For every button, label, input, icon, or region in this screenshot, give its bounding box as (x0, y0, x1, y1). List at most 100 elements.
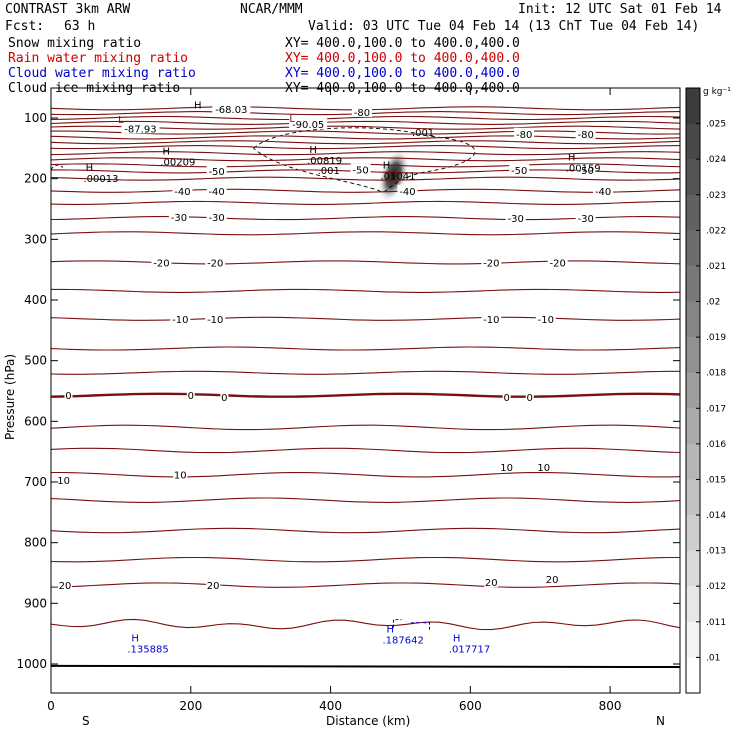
surface-line (51, 664, 680, 669)
colorbar-tick-label: .024 (706, 155, 726, 165)
contour-label: -68.03 (215, 105, 247, 116)
contour-label: -10 (207, 315, 223, 326)
temperature-contour-line (51, 527, 680, 534)
contour-label-bg (173, 468, 188, 480)
cloud-water-mark: H (386, 624, 394, 635)
colorbar-swatch (686, 372, 700, 409)
temperature-contour-line (51, 370, 680, 375)
field-xy-cloud-water: XY= 400.0,100.0 to 400.0,400.0 (285, 66, 520, 81)
colorbar-tick-label: .021 (706, 262, 726, 272)
contour-label: -50 (577, 166, 593, 177)
cloud-water-mark: H (453, 634, 461, 645)
colorbar-swatch (686, 408, 700, 445)
x-axis-label: Distance (km) (326, 714, 410, 728)
extremum-mark: H (163, 146, 171, 157)
valid-time: Valid: 03 UTC Tue 04 Feb 14 (13 ChT Tue … (308, 19, 699, 34)
contour-label: 0 (65, 391, 71, 402)
x-end-label-south: S (82, 714, 90, 728)
contour-label: -20 (153, 258, 169, 269)
contour-label: 0 (503, 393, 509, 404)
contour-label-bg (205, 256, 226, 268)
temperature-contour-line (51, 582, 680, 588)
contour-label-bg (545, 573, 560, 585)
temperature-contour-line (51, 231, 680, 236)
colorbar-tick-label: .022 (706, 226, 726, 236)
temperature-contour-line (51, 497, 680, 503)
contour-label-bg (481, 256, 502, 268)
colorbar-unit: g kg⁻¹ (703, 87, 731, 97)
contour-label-bg (499, 460, 514, 472)
y-tick-label: 800 (24, 536, 47, 550)
colorbar-swatch (686, 443, 700, 480)
contour-label: -10 (483, 315, 499, 326)
y-axis-label: Pressure (hPa) (3, 354, 17, 440)
contour-label: -10 (538, 315, 554, 326)
y-tick-label: 300 (24, 232, 47, 246)
contour-label: 10 (57, 476, 70, 487)
colorbar-tick-label: .019 (706, 333, 726, 343)
temperature-contour-line (51, 176, 680, 181)
contour-label-bg (593, 184, 614, 196)
contour-label: -90.05 (292, 120, 324, 131)
contour-label-bg (186, 389, 195, 401)
colorbar-swatch (686, 621, 700, 658)
colorbar-tick-label: .02 (706, 298, 720, 308)
temperature-contour-line (51, 260, 680, 265)
extremum-value: .01041 (380, 171, 415, 182)
contour-label-bg (168, 210, 189, 222)
extremum-value: .00819 (307, 156, 342, 167)
contour-label: -20 (207, 258, 223, 269)
contour-label-bg (547, 256, 568, 268)
colorbar-tick-label: .011 (706, 618, 726, 628)
colorbar-tick-label: .01 (706, 653, 720, 663)
fcst-value: 63 h (64, 19, 95, 34)
temperature-contour-line (51, 188, 680, 193)
contour-label-bg (151, 256, 172, 268)
colorbar-tick-label: .013 (706, 547, 726, 557)
y-tick-label: 100 (24, 111, 47, 125)
contour-label-bg (484, 576, 499, 588)
temperature-contour-line (51, 157, 680, 162)
contour-label-bg (206, 164, 227, 176)
temperature-contour-line (51, 424, 680, 431)
contour-label: 10 (174, 471, 187, 482)
colorbar-swatch (686, 550, 700, 587)
contour-label-bg (212, 102, 251, 114)
plot-frame (50, 87, 681, 694)
colorbar-swatch (686, 586, 700, 623)
contour-label-bg (205, 312, 226, 324)
y-tick-label: 900 (24, 596, 47, 610)
temperature-contour-line (51, 471, 680, 478)
contour-label: -87.93 (124, 124, 156, 135)
temperature-contour-line (51, 135, 680, 140)
temperature-contour-line (51, 447, 680, 454)
x-tick-label: 800 (599, 699, 622, 713)
y-tick-label: 200 (24, 172, 47, 186)
contour-label-bg (525, 391, 534, 403)
colorbar: .025 .024 .023 .022 .021 .02 .019 .018 .017 .016.… (685, 87, 726, 694)
extremum-value: .00159 (566, 163, 601, 174)
contour-label-bg (206, 184, 227, 196)
contour-label: -30 (171, 213, 187, 224)
field-xy-rain: XY= 400.0,100.0 to 400.0,400.0 (285, 51, 520, 66)
y-tick-label: 600 (24, 414, 47, 428)
contour-label: 0 (527, 393, 533, 404)
extremum-value: .001 (318, 166, 340, 177)
extremum-mark: H (383, 160, 391, 171)
contour-label: -80 (577, 130, 593, 141)
contour-label: -40 (399, 187, 415, 198)
colorbar-swatch (686, 194, 700, 231)
temperature-contours (51, 106, 680, 669)
cloud-water-value: .135885 (127, 645, 168, 656)
contour-label: 20 (59, 581, 72, 592)
colorbar-tick-label: .023 (706, 191, 726, 201)
contour-label: -20 (550, 258, 566, 269)
contour-label-bg (172, 184, 193, 196)
cloud-water-value: .017717 (449, 645, 490, 656)
temperature-contour-line (51, 145, 680, 150)
contour-label-bg (56, 474, 71, 486)
field-name-snow: Snow mixing ratio (8, 36, 141, 51)
contour-label-bg (352, 105, 373, 117)
colorbar-tick-label: .012 (706, 582, 726, 592)
temperature-contour-line (51, 115, 680, 121)
